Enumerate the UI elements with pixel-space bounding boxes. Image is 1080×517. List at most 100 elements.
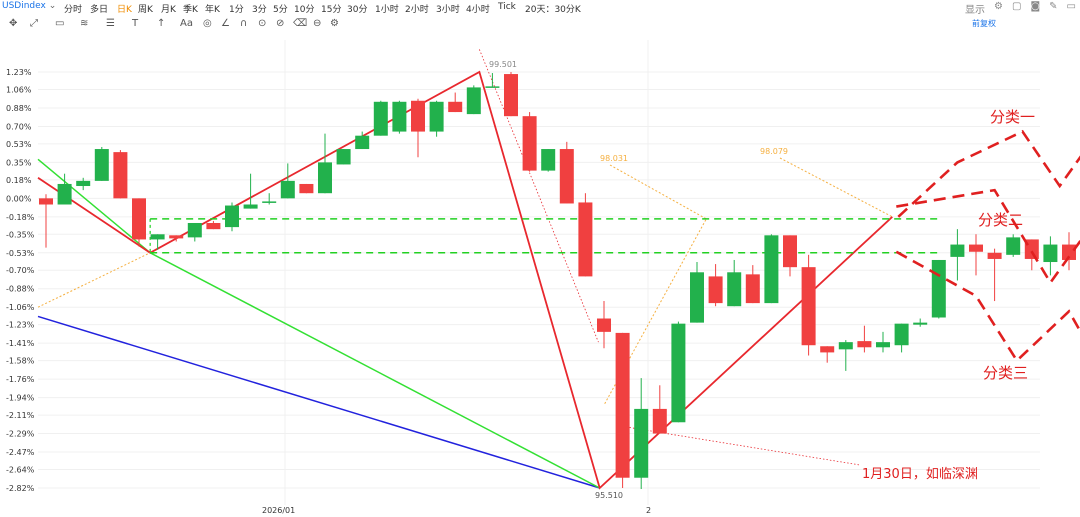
- tab-timeframe[interactable]: 周K: [138, 5, 153, 15]
- candle-body: [969, 244, 983, 252]
- candle-body: [448, 101, 463, 113]
- text-tool-icon[interactable]: T: [132, 18, 139, 29]
- candle-body: [522, 116, 537, 171]
- red-zigzag-line: [37, 70, 893, 490]
- layout-icon[interactable]: ▢: [1012, 1, 1022, 12]
- window-icon[interactable]: ▭: [1066, 1, 1076, 12]
- camera-icon[interactable]: ◙: [1030, 1, 1041, 12]
- candle-body: [1043, 244, 1058, 263]
- tab-timeframe[interactable]: 月K: [161, 5, 176, 15]
- tab-timeframe[interactable]: 季K: [183, 5, 198, 15]
- candle-body: [708, 276, 723, 304]
- tab-timeframe[interactable]: 30分: [347, 5, 368, 15]
- candle-body: [299, 183, 314, 194]
- y-tick-label: -0.53%: [6, 249, 35, 258]
- trash-icon[interactable]: ⌫: [293, 18, 308, 29]
- tab-timeframe[interactable]: 分时: [64, 5, 83, 15]
- candle-body: [373, 101, 388, 136]
- y-tick-label: -1.06%: [6, 303, 35, 312]
- fuquan-button[interactable]: 前复权: [972, 19, 996, 28]
- display-menu[interactable]: 显示: [965, 5, 986, 16]
- y-tick-label: -0.18%: [6, 213, 35, 222]
- arrow-icon[interactable]: ↑: [157, 18, 166, 29]
- font-icon[interactable]: Aa: [180, 18, 193, 29]
- note-label: 1月30日，如临深渊: [862, 466, 978, 482]
- tab-timeframe[interactable]: 3分: [252, 5, 267, 15]
- tab-timeframe[interactable]: 日K: [117, 5, 132, 15]
- candle-body: [466, 87, 481, 115]
- candle-body: [485, 86, 500, 88]
- orange-dotted-line: [604, 218, 707, 405]
- y-tick-label: -2.64%: [6, 466, 35, 475]
- fib-icon[interactable]: ≋: [80, 18, 89, 29]
- tab-timeframe[interactable]: 4小时: [466, 5, 490, 15]
- candle-body: [913, 322, 928, 325]
- tab-timeframe[interactable]: 10分: [294, 5, 315, 15]
- scenario-label-2: 分类二: [978, 211, 1023, 229]
- eye-icon[interactable]: ⊘: [276, 18, 285, 29]
- tab-timeframe[interactable]: 5分: [273, 5, 288, 15]
- y-tick-label: -1.58%: [6, 357, 35, 366]
- blue-trend-line: [37, 315, 600, 489]
- candle-body: [634, 408, 649, 478]
- y-tick-label: 0.18%: [6, 176, 32, 185]
- tab-timeframe[interactable]: 20天：30分K: [525, 5, 581, 15]
- candle-body: [783, 235, 797, 268]
- candle-body: [39, 198, 53, 205]
- y-tick-label: 0.35%: [6, 158, 32, 167]
- pencil-icon[interactable]: ∠: [221, 18, 230, 29]
- rect-icon[interactable]: ▭: [55, 18, 65, 29]
- magnet-icon[interactable]: ∩: [240, 18, 248, 29]
- settings-icon[interactable]: ⚙: [994, 1, 1003, 12]
- tab-timeframe[interactable]: 多日: [90, 5, 109, 15]
- trend-lines: [37, 49, 939, 490]
- lock-icon[interactable]: ⊙: [258, 18, 267, 29]
- orange-dotted-line: [779, 157, 893, 218]
- candle-body: [931, 259, 946, 318]
- tab-timeframe[interactable]: 2小时: [405, 5, 429, 15]
- candle-body: [355, 135, 370, 150]
- scenario-label-1: 分类一: [990, 108, 1035, 126]
- tab-timeframe[interactable]: Tick: [498, 2, 516, 12]
- tab-timeframe[interactable]: 年K: [205, 5, 220, 15]
- y-tick-label: -2.82%: [6, 484, 35, 493]
- candles: [39, 72, 1076, 490]
- candle-body: [57, 183, 72, 205]
- candle-body: [280, 180, 295, 199]
- candle-body: [187, 222, 202, 238]
- trend-line-icon[interactable]: ⤢: [30, 18, 38, 29]
- candle-body: [169, 235, 184, 239]
- link-icon[interactable]: ⊖: [313, 18, 322, 29]
- candle-body: [950, 244, 965, 257]
- candle-body: [504, 74, 518, 117]
- settings-icon[interactable]: ⚙: [330, 18, 339, 29]
- candle-body: [764, 235, 779, 304]
- scenario-overlay: [895, 129, 1080, 363]
- list-icon[interactable]: ☰: [106, 18, 115, 29]
- candle-body: [745, 274, 760, 304]
- tab-timeframe[interactable]: 3小时: [436, 5, 460, 15]
- candle-body: [727, 272, 742, 307]
- y-tick-label: 1.23%: [6, 68, 32, 77]
- candle-body: [876, 342, 890, 348]
- low-price-label: 95.510: [595, 491, 623, 500]
- y-tick-label: -2.29%: [6, 430, 35, 439]
- scenario-path-1: [897, 129, 1080, 218]
- y-tick-label: 0.00%: [6, 194, 32, 203]
- tab-timeframe[interactable]: 1小时: [375, 5, 399, 15]
- drawing-toolbar: ✥ ⤢ ▭ ≋ ☰ T ↑ Aa ◎ ∠ ∩ ⊙ ⊘ ⌫ ⊖ ⚙ 前复权: [0, 16, 1080, 34]
- tab-timeframe[interactable]: 15分: [321, 5, 342, 15]
- y-tick-label: 0.53%: [6, 140, 32, 149]
- pen-icon[interactable]: ✎: [1049, 1, 1058, 12]
- candle-body: [894, 323, 909, 346]
- tab-timeframe[interactable]: 1分: [229, 5, 244, 15]
- palette-icon[interactable]: ◎: [203, 18, 212, 29]
- symbol-selector[interactable]: USDindex: [2, 1, 56, 11]
- scenario-path-2: [896, 188, 1080, 285]
- candle-body: [1006, 237, 1021, 255]
- high-price-label: 99.501: [489, 60, 517, 69]
- y-tick-label: -1.76%: [6, 375, 35, 384]
- candle-body: [94, 149, 109, 181]
- move-icon[interactable]: ✥: [9, 18, 18, 29]
